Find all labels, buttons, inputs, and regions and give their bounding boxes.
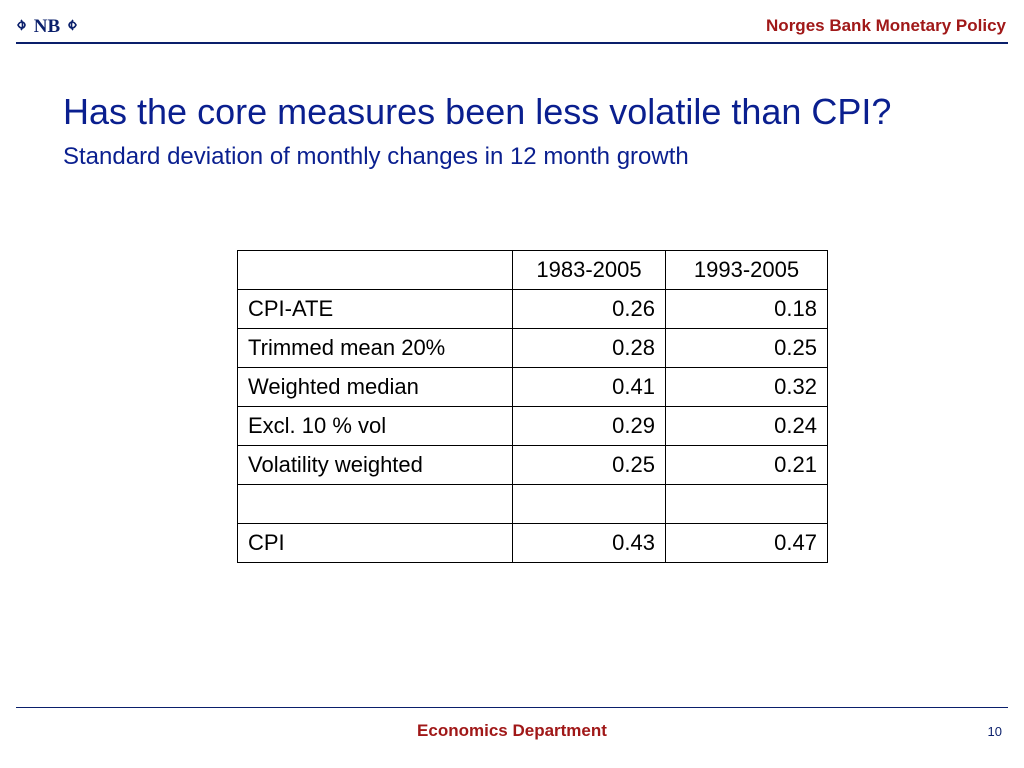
row-label: CPI-ATE	[237, 289, 513, 329]
row-label: Weighted median	[237, 367, 513, 407]
row-label: Excl. 10 % vol	[237, 406, 513, 446]
table-row: CPI 0.43 0.47	[237, 523, 828, 563]
value-cell: 0.25	[665, 328, 828, 368]
value-cell: 0.24	[665, 406, 828, 446]
value-cell	[512, 484, 666, 524]
value-cell: 0.28	[512, 328, 666, 368]
norges-bank-logo: NB NB	[16, 12, 78, 38]
svg-text:NB: NB	[34, 16, 61, 37]
value-cell: 0.18	[665, 289, 828, 329]
slide-subtitle: Standard deviation of monthly changes in…	[63, 143, 689, 170]
value-cell: 0.43	[512, 523, 666, 563]
footer-divider	[16, 707, 1008, 708]
table-row-empty	[237, 484, 828, 524]
column-header-label	[237, 250, 513, 290]
table-row: CPI-ATE 0.26 0.18	[237, 289, 828, 329]
value-cell: 0.21	[665, 445, 828, 485]
table-row: Volatility weighted 0.25 0.21	[237, 445, 828, 485]
value-cell: 0.26	[512, 289, 666, 329]
table-row: Excl. 10 % vol 0.29 0.24	[237, 406, 828, 446]
header-title: Norges Bank Monetary Policy	[766, 16, 1006, 35]
row-label: CPI	[237, 523, 513, 563]
value-cell: 0.25	[512, 445, 666, 485]
row-label: Trimmed mean 20%	[237, 328, 513, 368]
table-header-row: 1983-2005 1993-2005	[237, 250, 828, 290]
table-row: Trimmed mean 20% 0.28 0.25	[237, 328, 828, 368]
value-cell: 0.47	[665, 523, 828, 563]
slide-title: Has the core measures been less volatile…	[63, 91, 892, 132]
page-number: 10	[987, 724, 1002, 739]
value-cell: 0.41	[512, 367, 666, 407]
norges-bank-logo-icon: NB	[17, 16, 77, 37]
header-divider	[16, 42, 1008, 44]
value-cell: 0.29	[512, 406, 666, 446]
value-cell	[665, 484, 828, 524]
row-label: Volatility weighted	[237, 445, 513, 485]
column-header-1993-2005: 1993-2005	[665, 250, 828, 290]
value-cell: 0.32	[665, 367, 828, 407]
column-header-1983-2005: 1983-2005	[512, 250, 666, 290]
table-row: Weighted median 0.41 0.32	[237, 367, 828, 407]
volatility-table: 1983-2005 1993-2005 CPI-ATE 0.26 0.18 Tr…	[237, 250, 828, 563]
footer-department: Economics Department	[417, 721, 607, 740]
row-label	[237, 484, 513, 524]
